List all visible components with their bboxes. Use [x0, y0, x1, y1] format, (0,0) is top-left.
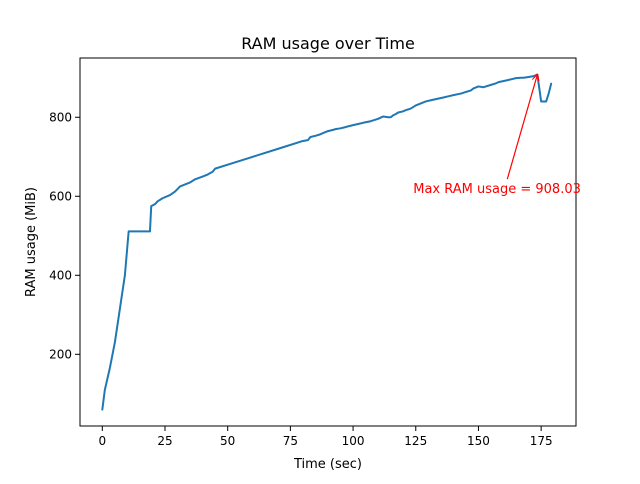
annotation-arrow-0	[506, 75, 537, 180]
plot-background	[80, 58, 576, 426]
x-tick-label: 50	[220, 434, 235, 448]
x-tick-label: 125	[404, 434, 427, 448]
x-tick-label: 25	[157, 434, 172, 448]
y-tick-label: 800	[49, 110, 72, 124]
y-axis: 200 400 600 800	[49, 110, 80, 361]
y-tick-label: 200	[49, 347, 72, 361]
annotation-layer: Max RAM usage = 908.03	[413, 75, 581, 197]
y-tick-label: 600	[49, 189, 72, 203]
plot-frame	[79, 57, 577, 427]
x-axis: 0 25 50 75 100 125 150 175	[98, 426, 553, 448]
y-axis-label: RAM usage (MiB)	[24, 187, 39, 297]
series-line-0	[101, 73, 553, 411]
plot-area	[79, 57, 577, 427]
chart-title: RAM usage over Time	[241, 34, 415, 53]
x-axis-label: Time (sec)	[293, 457, 362, 472]
annotation-label-0: Max RAM usage = 908.03	[413, 182, 581, 197]
x-tick-label: 100	[342, 434, 365, 448]
x-tick-label: 150	[467, 434, 490, 448]
y-tick-label: 400	[49, 268, 72, 282]
x-tick-label: 0	[98, 434, 106, 448]
x-tick-label: 75	[283, 434, 298, 448]
x-tick-label: 175	[530, 434, 553, 448]
series-layer	[101, 73, 553, 411]
